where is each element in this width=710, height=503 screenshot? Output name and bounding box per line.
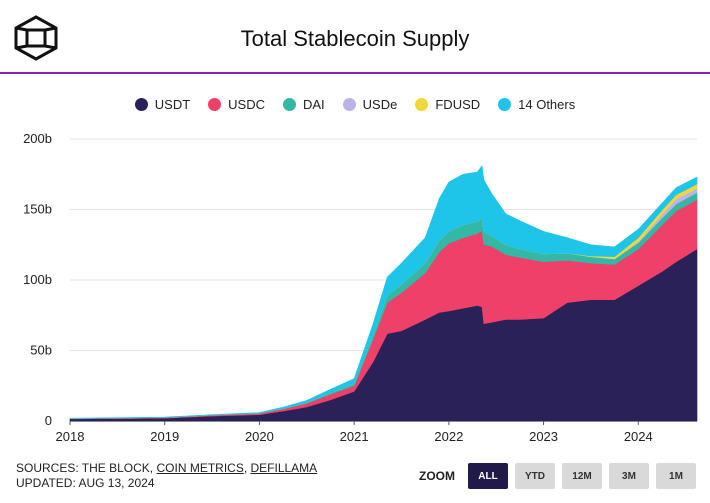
updated-date: UPDATED: AUG 13, 2024 [16,476,155,490]
zoom-ytd-button[interactable]: YTD [515,463,555,489]
legend-item-14-others[interactable]: 14 Others [498,97,575,112]
area-14-others [69,165,698,419]
legend-item-usde[interactable]: USDe [342,97,398,112]
zoom-3m-button[interactable]: 3M [609,463,649,489]
sources-block: SOURCES: THE BLOCK, COIN METRICS, DEFILL… [16,461,317,491]
legend-swatch [498,98,512,111]
zoom-label: ZOOM [419,469,455,483]
source-link-defillama[interactable]: DEFILLAMA [250,461,318,475]
legend-swatch [342,98,356,111]
zoom-1m-button[interactable]: 1M [656,463,696,489]
x-tick-label: 2024 [624,429,653,444]
legend-swatch [134,98,148,111]
x-tick-label: 2021 [340,429,369,444]
legend-item-fdusd[interactable]: FDUSD [415,97,480,112]
y-tick-label: 200b [23,131,52,146]
legend-label: 14 Others [518,97,576,112]
legend-swatch [208,98,222,111]
legend-swatch [283,98,296,111]
sources-separator: , [243,461,251,475]
y-tick-label: 0 [45,413,52,428]
zoom-all-button[interactable]: ALL [468,463,508,489]
x-tick-label: 2023 [529,429,558,444]
x-tick-label: 2018 [56,429,85,444]
title-divider [0,72,710,74]
sources-prefix: SOURCES: THE BLOCK, [16,461,157,475]
y-tick-label: 150b [23,202,52,217]
legend-item-usdc[interactable]: USDC [208,97,265,112]
page-title: Total Stablecoin Supply [240,26,470,51]
chart-legend: USDT USDC DAI USDe FDUSD 14 Others [0,97,710,112]
x-tick-label: 2020 [245,429,274,444]
legend-label: USDe [362,97,398,112]
x-tick-label: 2022 [434,429,463,444]
x-tick-label: 2019 [150,429,179,444]
legend-item-usdt[interactable]: USDT [134,97,191,112]
legend-swatch [415,98,429,111]
legend-item-dai[interactable]: DAI [283,97,325,112]
y-tick-label: 50b [30,343,52,358]
legend-label: USDC [228,97,265,112]
legend-label: USDT [154,97,191,112]
zoom-controls: ZOOM ALL YTD 12M 3M 1M [419,463,696,489]
stacked-area-chart: 0 50b 100b 150b 200b 2018 2019 2020 2021 2022 2023… [23,131,698,444]
zoom-12m-button[interactable]: 12M [562,463,602,489]
legend-label: DAI [303,97,325,112]
source-link-coin-metrics[interactable]: COIN METRICS [156,461,244,475]
legend-label: FDUSD [435,97,481,112]
the-block-logo [14,15,58,61]
y-tick-label: 100b [23,272,52,287]
